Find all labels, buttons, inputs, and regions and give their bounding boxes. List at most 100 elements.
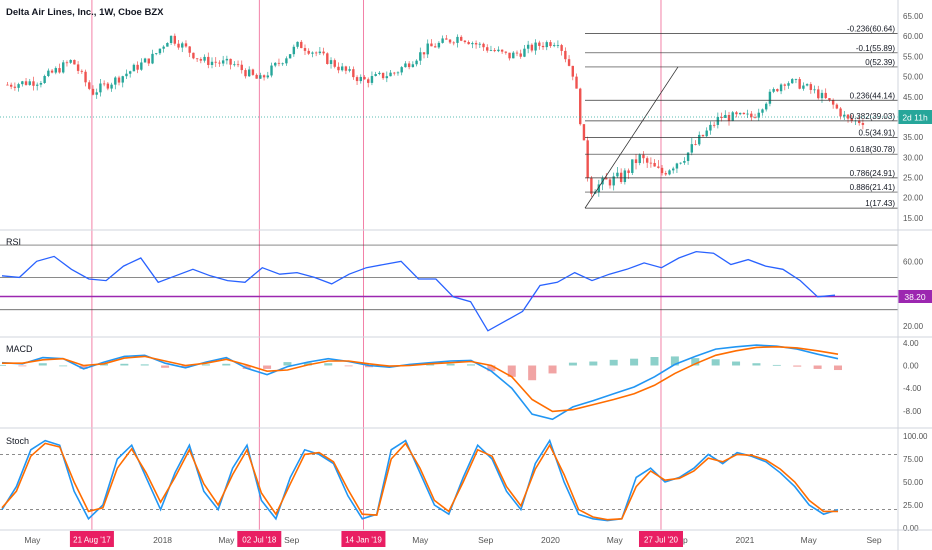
candle-body [515,52,519,54]
time-highlight-badge [237,531,282,547]
candle-body [32,81,35,86]
candle-body [497,49,500,52]
candle-body [463,40,467,43]
candle-body [199,59,203,61]
candle-body [843,114,846,117]
candle-body [519,53,522,57]
macd-axis[interactable]: 4.00 0.00 -4.00 -8.00 [903,339,922,416]
candle-body [686,152,690,161]
macd-histogram-bar [446,363,455,366]
candle-body [236,64,240,66]
candle-body [128,71,132,74]
candle-body [192,52,195,59]
price-tick-label: 50.00 [903,73,924,82]
candle-body [735,112,738,115]
macd-histogram-bar [222,363,231,366]
candle-body [776,89,779,92]
macd-signal-line [2,345,839,413]
candle-body [91,88,95,95]
candle-body [742,112,746,115]
candle-body [694,144,697,145]
candle-body [679,162,682,164]
time-label: May [801,535,818,545]
candle-body [210,61,214,65]
candle-body [757,112,760,118]
macd-histogram-bar [772,364,781,366]
candle-body [285,58,288,64]
fib-level-label: 0(52.39) [865,58,895,67]
candle-body [117,77,121,83]
macd-histogram-bar [181,365,190,368]
candle-body [132,64,136,72]
candle-body [724,114,727,118]
time-label: May [218,535,235,545]
candle-body [125,73,128,77]
candle-body [195,58,199,60]
candle-body [419,52,422,61]
price-tick-label: 30.00 [903,153,924,162]
rsi-plot [0,244,898,332]
candle-body [203,56,206,61]
fib-level-label: 0.236(44.14) [850,91,896,100]
candle-body [281,63,284,65]
candle-body [259,75,262,79]
candle-body [9,84,13,87]
macd-histogram-bar [691,358,700,366]
candle-body [783,84,786,86]
macd-histogram-bar [140,364,149,366]
price-pane[interactable]: Delta Air Lines, Inc., 1W, Cboe BZX -0.2… [0,7,932,223]
candle-body [244,70,247,77]
candle-body [54,68,57,73]
candle-body [370,76,374,83]
candle-body [857,120,861,124]
stoch-axis[interactable]: 100.00 75.00 50.00 25.00 0.00 [903,432,928,533]
candle-body [381,72,385,79]
stoch-pane[interactable]: Stoch 100.00 75.00 50.00 25.00 0.00 [0,432,928,533]
time-label: May [24,535,41,545]
candle-body [523,48,526,57]
stoch-label: Stoch [6,436,29,446]
macd-pane[interactable]: MACD 4.00 0.00 -4.00 -8.00 [0,339,922,421]
macd-histogram-bar [732,361,741,366]
candle-body [177,43,180,48]
macd-histogram-bar [59,365,68,367]
macd-histogram-bar [834,365,842,371]
candle-body [311,52,314,54]
macd-histogram-bar [201,364,210,366]
fib-level-label: 0.786(24.91) [850,169,896,178]
candle-body [612,176,615,186]
candle-body [162,46,165,49]
candle-body [538,42,541,46]
candle-body [385,76,389,79]
candle-body [88,82,91,89]
fibonacci-retracement[interactable]: -0.236(60.64) -0.1(55.89) 0(52.39) 0.236(44… [584,25,898,209]
candle-body [147,58,150,64]
candle-body [47,70,50,76]
macd-histogram-bar [793,365,802,367]
candle-body [69,59,72,63]
candle-body [508,52,511,59]
candle-body [95,92,98,95]
time-axis[interactable]: May2018MaySepMaySep2020MaySep2021MaySep2… [24,531,882,547]
macd-line [1,344,839,421]
fib-level-label: -0.236(60.64) [847,25,895,34]
fib-level-label: 0.618(30.78) [850,145,896,154]
candle-body [274,62,277,66]
time-highlight-badge [69,531,114,547]
candle-body [143,58,147,63]
time-label: Sep [866,535,881,545]
candle-body [378,72,381,75]
fib-level-label: 0.886(21.41) [850,183,896,192]
candle-body [850,118,853,121]
price-tick-label: 35.00 [903,133,924,142]
macd-histogram-bar [283,362,292,366]
candle-body [813,89,816,91]
price-tick-label: 15.00 [903,214,924,223]
macd-tick-label: 0.00 [903,362,919,371]
candle-body [738,112,742,115]
candle-body [288,54,292,59]
candle-body [333,60,336,67]
candle-body [709,124,712,131]
